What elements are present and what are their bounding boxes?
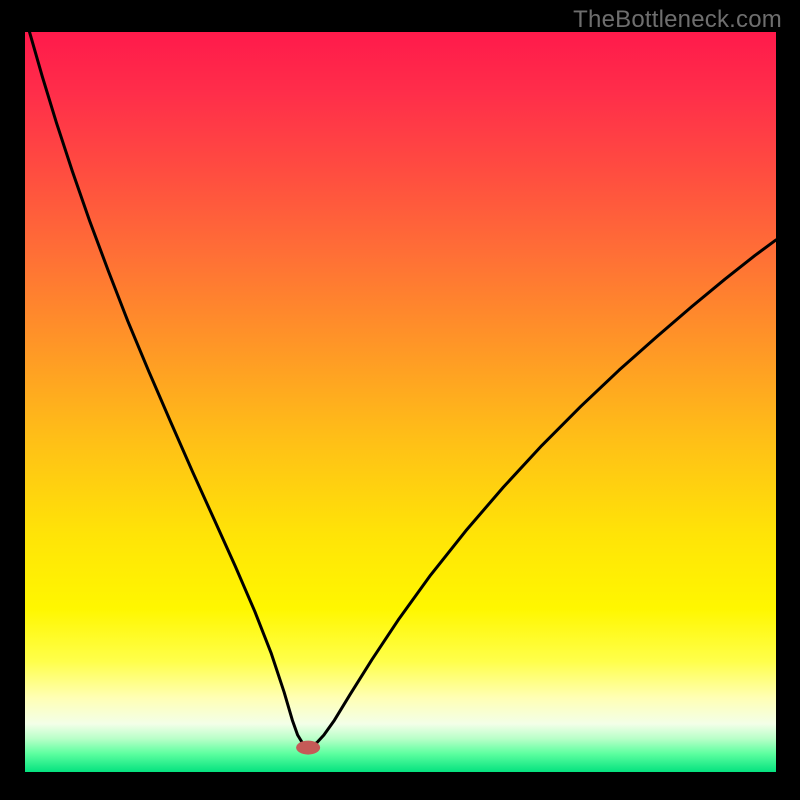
optimal-marker bbox=[296, 741, 320, 755]
bottleneck-chart bbox=[25, 32, 776, 772]
chart-frame: TheBottleneck.com bbox=[0, 0, 800, 800]
watermark-text: TheBottleneck.com bbox=[573, 6, 782, 34]
gradient-background bbox=[25, 32, 776, 772]
